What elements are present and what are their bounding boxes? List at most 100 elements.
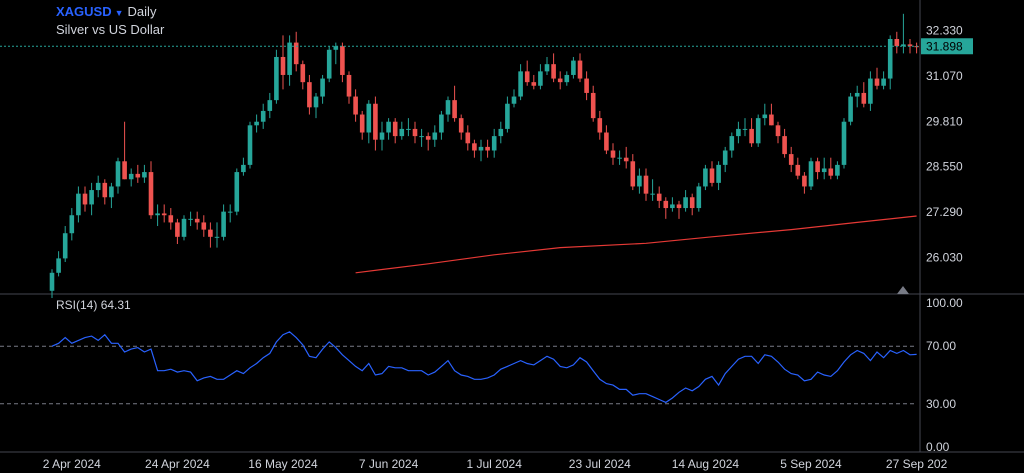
candle[interactable] [742,118,748,137]
candle[interactable] [815,157,820,180]
candle[interactable] [458,114,464,140]
candle[interactable] [181,215,187,241]
candle[interactable] [452,85,457,122]
candle[interactable] [280,35,286,90]
candle[interactable] [584,71,589,101]
symbol-header[interactable]: XAGUSD ▼ Daily [56,4,156,19]
candle[interactable] [95,175,101,198]
candle[interactable] [333,42,339,65]
candle[interactable] [769,103,774,126]
candle[interactable] [115,157,121,194]
candle[interactable] [445,96,451,122]
candle[interactable] [755,114,761,147]
candle[interactable] [439,110,444,140]
candle[interactable] [630,154,636,191]
candle[interactable] [544,56,550,75]
candle[interactable] [412,121,418,144]
candle[interactable] [260,103,266,129]
candle[interactable] [142,164,147,183]
candle[interactable] [709,161,715,187]
candle[interactable] [161,204,167,223]
candle[interactable] [313,92,319,119]
candle[interactable] [128,168,134,187]
candle[interactable] [392,118,398,144]
candle[interactable] [478,139,484,162]
candle[interactable] [663,197,669,219]
candle[interactable] [557,71,563,90]
candle[interactable] [267,92,273,119]
candle[interactable] [498,121,504,144]
candle[interactable] [868,71,873,111]
candle[interactable] [511,89,517,108]
candle[interactable] [610,143,616,165]
candle[interactable] [683,190,688,212]
candle[interactable] [775,121,781,144]
candle[interactable] [670,197,675,212]
symbol-dropdown-icon[interactable]: ▼ [114,8,124,18]
candle[interactable] [841,118,847,169]
candle[interactable] [729,132,735,158]
candle[interactable] [881,71,886,90]
candle[interactable] [821,157,827,180]
candle[interactable] [300,60,306,90]
candle[interactable] [914,42,919,54]
candle[interactable] [538,64,543,90]
candle[interactable] [901,13,906,54]
candle[interactable] [326,46,332,83]
candle[interactable] [208,222,213,248]
candle[interactable] [287,35,292,86]
candle[interactable] [835,161,840,180]
candle[interactable] [518,64,523,101]
candle[interactable] [221,204,226,241]
candle[interactable] [722,146,728,173]
candle[interactable] [307,74,312,115]
candle[interactable] [320,74,325,104]
candle[interactable] [828,157,834,180]
candle[interactable] [604,125,609,155]
candle[interactable] [762,103,768,126]
rsi-indicator-label[interactable]: RSI(14) 64.31 [56,298,131,312]
candle[interactable] [254,114,259,133]
candle[interactable] [386,118,391,140]
candle[interactable] [795,157,801,180]
candle[interactable] [597,110,603,140]
candle[interactable] [188,211,193,227]
candle[interactable] [623,146,629,169]
candle[interactable] [887,35,893,90]
candle[interactable] [650,179,655,201]
candle[interactable] [293,31,299,72]
candle[interactable] [82,186,88,212]
candle[interactable] [531,74,537,90]
scroll-to-realtime-icon[interactable] [897,286,909,294]
candle[interactable] [399,121,405,140]
symbol-name[interactable]: XAGUSD [56,4,112,19]
candle[interactable] [155,204,160,227]
candle[interactable] [201,215,207,237]
candle[interactable] [122,121,127,180]
candle[interactable] [76,186,81,223]
candle[interactable] [894,31,900,54]
candle[interactable] [485,139,490,158]
candle[interactable] [373,96,378,151]
candle[interactable] [524,60,530,86]
candle[interactable] [56,251,61,277]
candle[interactable] [175,218,180,245]
candle[interactable] [425,132,431,151]
candle[interactable] [577,53,583,83]
candle[interactable] [366,100,372,144]
candle[interactable] [788,146,794,173]
candle[interactable] [782,128,787,158]
candle[interactable] [379,121,385,151]
candle[interactable] [802,172,807,194]
candle[interactable] [247,121,253,169]
candle[interactable] [89,182,94,216]
candle[interactable] [419,128,424,147]
candle[interactable] [346,71,352,104]
candle[interactable] [749,118,754,147]
candle[interactable] [69,208,75,241]
candle[interactable] [109,182,114,209]
candle[interactable] [907,38,913,54]
candle[interactable] [854,85,860,108]
candle[interactable] [551,53,556,83]
